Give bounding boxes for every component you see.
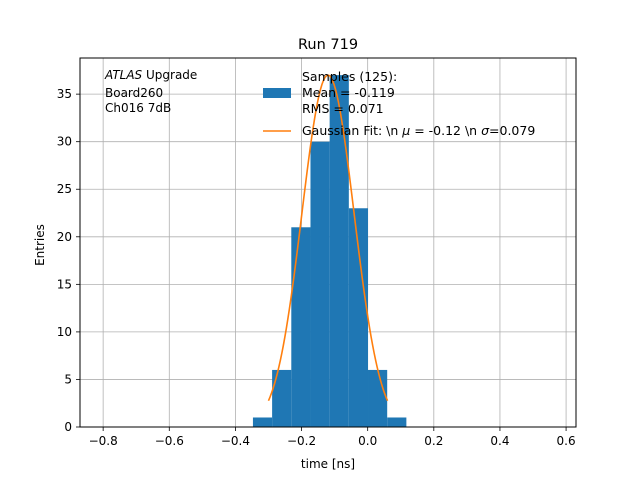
legend-samples-text: RMS = 0.071 [302, 101, 384, 116]
y-tick-label: 0 [64, 420, 72, 434]
x-tick-label: 0.4 [490, 434, 509, 448]
histogram-bars [252, 75, 407, 427]
legend-fit-text-part: σ [481, 123, 490, 138]
annotation-board: Board260 [105, 86, 163, 100]
upgrade-label: Upgrade [142, 68, 197, 82]
legend-fit-text-part: μ [401, 123, 410, 138]
y-tick-label: 20 [57, 230, 72, 244]
chart-title: Run 719 [298, 37, 358, 53]
axes-frame [79, 57, 577, 428]
gaussian-fit [267, 74, 389, 402]
histogram-bar [291, 227, 311, 427]
histogram-bar [310, 141, 330, 427]
x-tick-label: −0.4 [221, 434, 250, 448]
atlas-annotation: ATLAS Upgrade Board260 Ch016 7dB [104, 68, 197, 115]
histogram-bar [368, 369, 388, 427]
histogram-bar [252, 417, 273, 427]
x-tick-label: 0.2 [424, 434, 443, 448]
legend-fit-text-part: =0.079 [489, 123, 535, 138]
legend-samples-swatch [263, 88, 291, 98]
x-tick-label: −0.6 [155, 434, 184, 448]
y-tick-label: 15 [57, 277, 72, 291]
x-tick-label: −0.8 [89, 434, 118, 448]
legend-fit-text: Gaussian Fit: \n μ = -0.12 \n σ=0.079 [302, 123, 535, 138]
histogram-bar [387, 417, 407, 427]
fit-curve [267, 74, 389, 402]
y-tick-label: 35 [57, 87, 72, 101]
y-tick-label: 5 [64, 372, 72, 386]
y-axis-label: Entries [33, 224, 47, 266]
legend-samples-text: Mean = -0.119 [302, 85, 395, 100]
histogram-bar [348, 208, 369, 427]
x-tick-label: −0.2 [287, 434, 316, 448]
legend-fit-text-part: = -0.12 \n [410, 123, 481, 138]
y-tick-label: 10 [57, 325, 72, 339]
legend-samples-text: Samples (125): [302, 69, 397, 84]
x-tick-label: 0.6 [557, 434, 576, 448]
x-tick-label: 0.0 [358, 434, 377, 448]
legend-fit-text-part: Gaussian Fit: \n [302, 123, 402, 138]
histogram-bar [272, 369, 292, 427]
atlas-label: ATLAS [104, 68, 143, 82]
x-axis-label: time [ns] [301, 457, 355, 471]
annotation-line-1: ATLAS Upgrade [104, 68, 197, 82]
legend: Samples (125): Mean = -0.119 RMS = 0.071… [263, 69, 535, 138]
axis-ticks: −0.8 −0.6 −0.4 −0.2 0.0 0.2 0.4 0.6 0 5 10 15 20 25 30… [57, 87, 576, 448]
y-tick-label: 25 [57, 182, 72, 196]
y-tick-label: 30 [57, 135, 72, 149]
histogram-bar [329, 75, 349, 427]
annotation-channel: Ch016 7dB [105, 101, 171, 115]
